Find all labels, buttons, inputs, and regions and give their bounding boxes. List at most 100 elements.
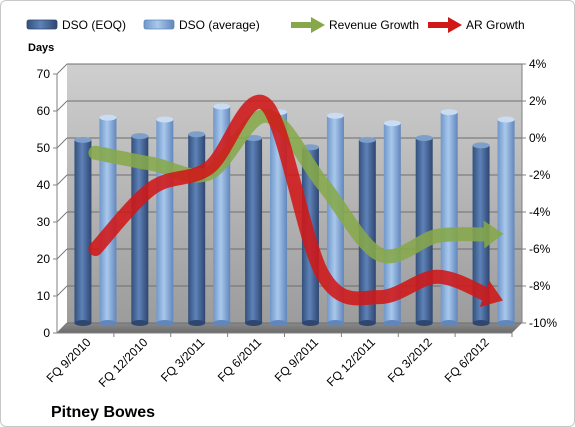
bar-body: [326, 115, 344, 323]
legend-swatch: [143, 19, 175, 30]
bar-cap: [383, 120, 401, 127]
bar-cap: [213, 103, 231, 110]
series-revenue-growth: [88, 108, 504, 264]
legend-label: DSO (EOQ): [62, 18, 126, 32]
bar-dso-average: [440, 109, 458, 326]
bar-dso-eoq: [74, 136, 92, 326]
y-tick-label: 50: [37, 141, 51, 155]
y2-tick-label: 2%: [529, 94, 547, 108]
y-tick-label: 60: [37, 104, 51, 118]
bar-dso-eoq: [358, 136, 376, 326]
gridline-diagonal: [56, 285, 68, 297]
bar-base: [326, 320, 344, 326]
plot-floor: [57, 323, 522, 333]
gridline-diagonal: [56, 100, 68, 112]
bar-body: [131, 136, 149, 323]
legend-swatch-arrow: [311, 17, 325, 33]
bar-dso-eoq: [188, 131, 206, 326]
bar-dso-eoq: [415, 135, 433, 326]
x-tick-label: FQ 12/2010: [96, 335, 151, 390]
bar-base: [383, 320, 401, 326]
bar-base: [301, 320, 319, 326]
bar-dso-average: [156, 116, 174, 326]
bar-dso-eoq: [245, 135, 263, 326]
bar-base: [497, 320, 515, 326]
bar-base: [188, 320, 206, 326]
bar-base: [213, 320, 231, 326]
bar-body: [497, 119, 515, 323]
y-tick-label: 0: [43, 326, 50, 340]
bar-cap: [472, 142, 490, 149]
gridline-diagonal: [56, 211, 68, 223]
legend-swatch: [26, 19, 58, 30]
gridline-diagonal: [56, 137, 68, 149]
bar-body: [358, 139, 376, 323]
y2-tick-label: -2%: [529, 168, 551, 182]
series-arrowhead: [479, 280, 503, 308]
y-tick-label: 70: [37, 67, 51, 81]
gridline-diagonal: [56, 174, 68, 186]
bar-cap: [188, 131, 206, 138]
bar-base: [156, 320, 174, 326]
legend-item: AR Growth: [428, 17, 525, 33]
bar-cap: [326, 112, 344, 119]
bar-body: [99, 117, 117, 324]
y2-tick-label: -8%: [529, 279, 551, 293]
bar-cap: [440, 109, 458, 116]
legend-item: Revenue Growth: [291, 17, 419, 33]
bar-dso-average: [497, 116, 515, 326]
gridline-diagonal: [56, 248, 68, 260]
company-name: Pitney Bowes: [51, 404, 155, 421]
bar-base: [415, 320, 433, 326]
bar-body: [415, 138, 433, 323]
legend-label: AR Growth: [466, 18, 525, 32]
x-tick-label: FQ 6/2011: [215, 335, 265, 385]
bar-base: [99, 320, 117, 326]
bar-cap: [131, 133, 149, 140]
bar-base: [270, 320, 288, 326]
bar-dso-average: [326, 112, 344, 326]
x-tick-label: FQ 9/2011: [272, 335, 322, 385]
legend-swatch-arrow: [448, 17, 462, 33]
y-axis-title: Days: [28, 42, 54, 54]
bar-dso-average: [383, 120, 401, 326]
y-tick-label: 30: [37, 215, 51, 229]
x-tick-label: FQ 6/2012: [442, 335, 492, 385]
bar-cap: [415, 135, 433, 141]
y-tick-label: 10: [37, 289, 51, 303]
legend-item: DSO (average): [143, 18, 260, 32]
x-tick-label: FQ 9/2010: [44, 335, 94, 385]
series-line: [88, 94, 494, 306]
bar-body: [383, 123, 401, 323]
bar-dso-eoq: [131, 133, 149, 326]
bar-body: [245, 138, 263, 323]
y-tick-label: 20: [37, 252, 51, 266]
bar-body: [440, 112, 458, 323]
bar-body: [188, 134, 206, 323]
bar-base: [131, 320, 149, 326]
legend-label: DSO (average): [179, 18, 260, 32]
x-tick-label: FQ 3/2011: [158, 335, 208, 385]
y2-tick-label: 0%: [529, 131, 547, 145]
bar-body: [156, 119, 174, 323]
y2-tick-label: -4%: [529, 205, 551, 219]
bar-dso-average: [99, 114, 117, 326]
bar-cap: [74, 136, 92, 143]
bar-base: [245, 320, 263, 326]
y2-tick-label: -10%: [529, 316, 557, 330]
legend: DSO (EOQ) DSO (average) Revenue Growth AR G…: [26, 17, 525, 33]
bar-cap: [358, 136, 376, 143]
gridline-diagonal: [56, 63, 68, 75]
bar-base: [358, 320, 376, 326]
series-line: [88, 108, 493, 264]
y2-tick-label: 4%: [529, 57, 547, 71]
bar-cap: [497, 116, 515, 123]
series-arrowhead: [483, 220, 504, 249]
bar-base: [440, 320, 458, 326]
bar-body: [74, 139, 92, 323]
x-tick-label: FQ 3/2012: [385, 335, 435, 385]
x-tick-label: FQ 12/2011: [324, 335, 378, 389]
bar-base: [472, 320, 490, 326]
